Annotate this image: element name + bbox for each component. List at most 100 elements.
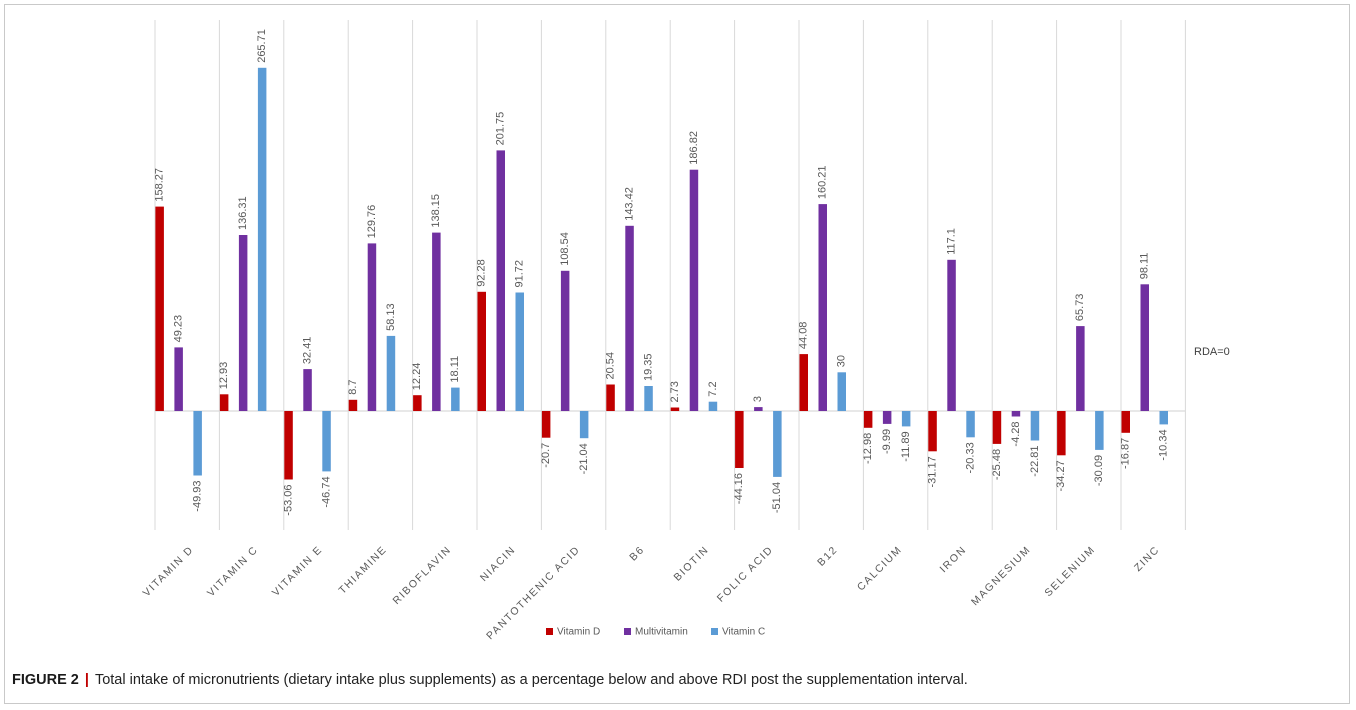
rda-annotation: RDA=0 — [1194, 346, 1230, 358]
bar — [625, 225, 634, 411]
data-label: 30 — [836, 355, 848, 367]
data-label: -9.99 — [881, 429, 893, 454]
bar — [992, 411, 1002, 444]
data-label: 160.21 — [817, 165, 829, 199]
bar — [477, 291, 486, 411]
bar — [947, 259, 956, 411]
bar — [773, 411, 782, 477]
bar — [284, 411, 293, 480]
data-label: 7.2 — [707, 381, 719, 396]
data-label: 2.73 — [669, 381, 681, 402]
legend-label: Multivitamin — [635, 627, 688, 638]
data-label: 58.13 — [385, 303, 397, 331]
bar — [901, 411, 911, 427]
bar — [882, 411, 892, 424]
bar — [174, 347, 183, 411]
data-label: 12.93 — [218, 362, 230, 390]
bar — [1140, 284, 1149, 411]
bar — [863, 411, 873, 428]
bar — [155, 206, 164, 411]
caption-separator: | — [84, 672, 89, 688]
bar — [1121, 411, 1130, 433]
bar — [541, 411, 551, 438]
data-label: -20.7 — [540, 443, 552, 468]
data-label: -21.04 — [578, 443, 590, 474]
bar — [386, 335, 396, 411]
bar — [708, 401, 718, 411]
data-label: 129.76 — [366, 205, 378, 239]
data-label: 12.24 — [411, 363, 423, 391]
bar — [1076, 326, 1085, 411]
data-label: 117.1 — [945, 228, 957, 255]
data-label: -22.81 — [1029, 446, 1041, 477]
legend-label: Vitamin C — [722, 627, 765, 638]
bar — [1011, 411, 1021, 417]
bar — [837, 372, 846, 411]
bar — [966, 411, 975, 438]
figure-caption: FIGURE 2 | Total intake of micronutrients … — [12, 672, 1342, 688]
legend-label: Vitamin D — [557, 627, 600, 638]
bar — [799, 354, 808, 411]
data-label: -16.87 — [1120, 438, 1132, 469]
bar — [348, 399, 358, 411]
legend-swatch — [624, 628, 631, 635]
legend-swatch — [711, 628, 718, 635]
data-label: -34.27 — [1055, 460, 1067, 491]
category-label: MAGNESIUM — [969, 544, 1033, 608]
figure-frame — [4, 4, 1350, 704]
data-label: 49.23 — [173, 315, 185, 343]
data-label: -20.33 — [964, 442, 976, 473]
bar — [689, 169, 699, 411]
data-label: -44.16 — [733, 473, 745, 504]
data-label: -53.06 — [282, 485, 294, 516]
data-label: 108.54 — [559, 232, 571, 266]
bar-chart: 158.27 12.93 -53.06 8.7 12.24 92.28 -20.7 20.54… — [141, 20, 1230, 642]
data-label: 20.54 — [604, 352, 616, 380]
data-label: 8.7 — [347, 380, 359, 395]
data-label: -4.28 — [1010, 422, 1022, 447]
data-label: -51.04 — [771, 482, 783, 513]
data-label: -46.74 — [320, 476, 332, 507]
data-label: 19.35 — [642, 353, 654, 381]
bar — [322, 411, 331, 472]
data-label: 158.27 — [154, 168, 166, 202]
bar — [257, 67, 267, 412]
bar — [219, 394, 229, 411]
data-label: 143.42 — [623, 187, 635, 221]
bar — [560, 270, 570, 411]
category-label: CALCIUM — [855, 544, 905, 594]
bar — [644, 386, 653, 411]
category-label: NIACIN — [478, 544, 518, 584]
data-label: 18.11 — [449, 356, 461, 383]
data-label: 92.28 — [476, 259, 488, 287]
data-label: -30.09 — [1093, 455, 1105, 486]
bar — [496, 150, 505, 411]
bar — [515, 292, 524, 411]
data-label: -49.93 — [192, 481, 204, 512]
category-label: FOLIC ACID — [715, 544, 776, 605]
data-label: 201.75 — [495, 112, 507, 146]
category-label: B12 — [815, 544, 840, 569]
bar — [238, 235, 248, 411]
bar — [754, 407, 763, 411]
data-label: -10.34 — [1158, 429, 1170, 460]
data-label: 91.72 — [514, 260, 526, 288]
data-label: 186.82 — [688, 131, 700, 165]
data-label: -12.98 — [862, 433, 874, 464]
category-label: THIAMINE — [336, 544, 389, 597]
data-label: -11.89 — [900, 431, 912, 461]
category-label: SELENIUM — [1042, 544, 1097, 599]
bar — [1057, 411, 1066, 456]
data-label: 265.71 — [256, 29, 268, 63]
data-label: 32.41 — [301, 337, 313, 365]
caption-label: FIGURE 2 — [12, 672, 79, 688]
data-label: 65.73 — [1074, 294, 1086, 322]
data-label: 98.11 — [1139, 253, 1151, 280]
data-label: -25.48 — [991, 449, 1003, 480]
bar — [579, 411, 589, 439]
category-label: VITAMIN C — [205, 544, 261, 600]
category-label: RIBOFLAVIN — [390, 544, 453, 607]
bar — [670, 407, 680, 411]
category-label: IRON — [938, 544, 970, 576]
data-label: 138.15 — [430, 194, 442, 228]
